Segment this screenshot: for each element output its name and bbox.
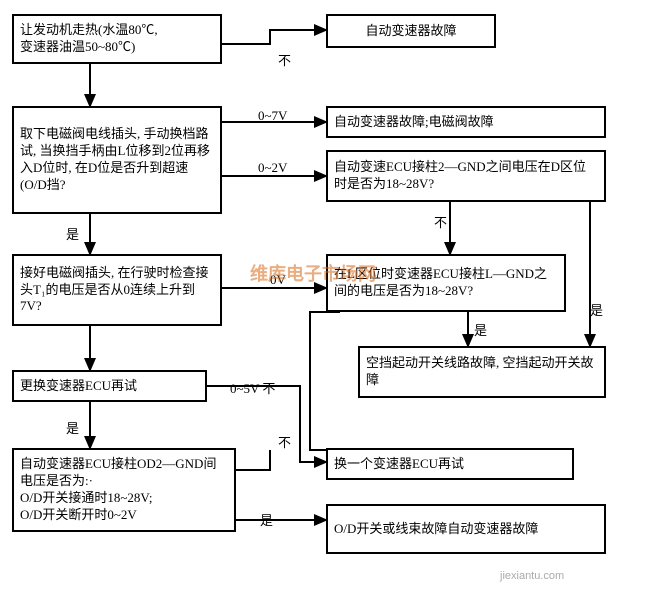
- box-warmup: 让发动机走热(水温80℃, 变速器油温50~80℃): [12, 14, 222, 64]
- lbl-0-2v: 0~2V: [256, 160, 289, 176]
- lbl-0-7v: 0~7V: [256, 108, 289, 124]
- box-neutral-fault: 空挡起动开关线路故障, 空挡起动开关故障: [358, 346, 606, 398]
- lbl-yes-1: 是: [64, 224, 81, 243]
- lbl-yes-5: 是: [258, 510, 275, 529]
- lbl-not-1: 不: [276, 50, 293, 69]
- lbl-0-5v-no: 0~5V 不: [228, 378, 277, 397]
- box-at-fault: 自动变速器故障: [326, 14, 496, 48]
- box-t1-voltage: 接好电磁阀插头, 在行驶时检查接头T₁的电压是否从0连续上升到7V?: [12, 254, 222, 326]
- lbl-not-2: 不: [276, 432, 293, 451]
- box-remove-plug: 取下电磁阀电线插头, 手动换档路试, 当换挡手柄由L位移到2位再移入D位时, 在…: [12, 106, 222, 214]
- box-solenoid-fault: 自动变速器故障;电磁阀故障: [326, 106, 606, 138]
- box-ecu-2-gnd: 自动变速ECU接柱2—GND之间电压在D区位时是否为18~28V?: [326, 150, 606, 202]
- lbl-not-3: 不: [432, 212, 449, 231]
- lbl-yes-2: 是: [64, 418, 81, 437]
- box-od2-gnd: 自动变速器ECU接柱OD2—GND间电压是否为:· O/D开关接通时18~28V…: [12, 448, 236, 532]
- box-swap-ecu: 换一个变速器ECU再试: [326, 448, 574, 480]
- lbl-yes-3: 是: [472, 320, 489, 339]
- box-replace-ecu: 更换变速器ECU再试: [12, 370, 207, 402]
- watermark-url: jiexiantu.com: [500, 570, 564, 582]
- lbl-yes-4: 是: [588, 300, 605, 319]
- box-od-wire-fault: O/D开关或线束故障自动变速器故障: [326, 504, 606, 554]
- watermark-main: 维库电子市场网: [250, 260, 376, 286]
